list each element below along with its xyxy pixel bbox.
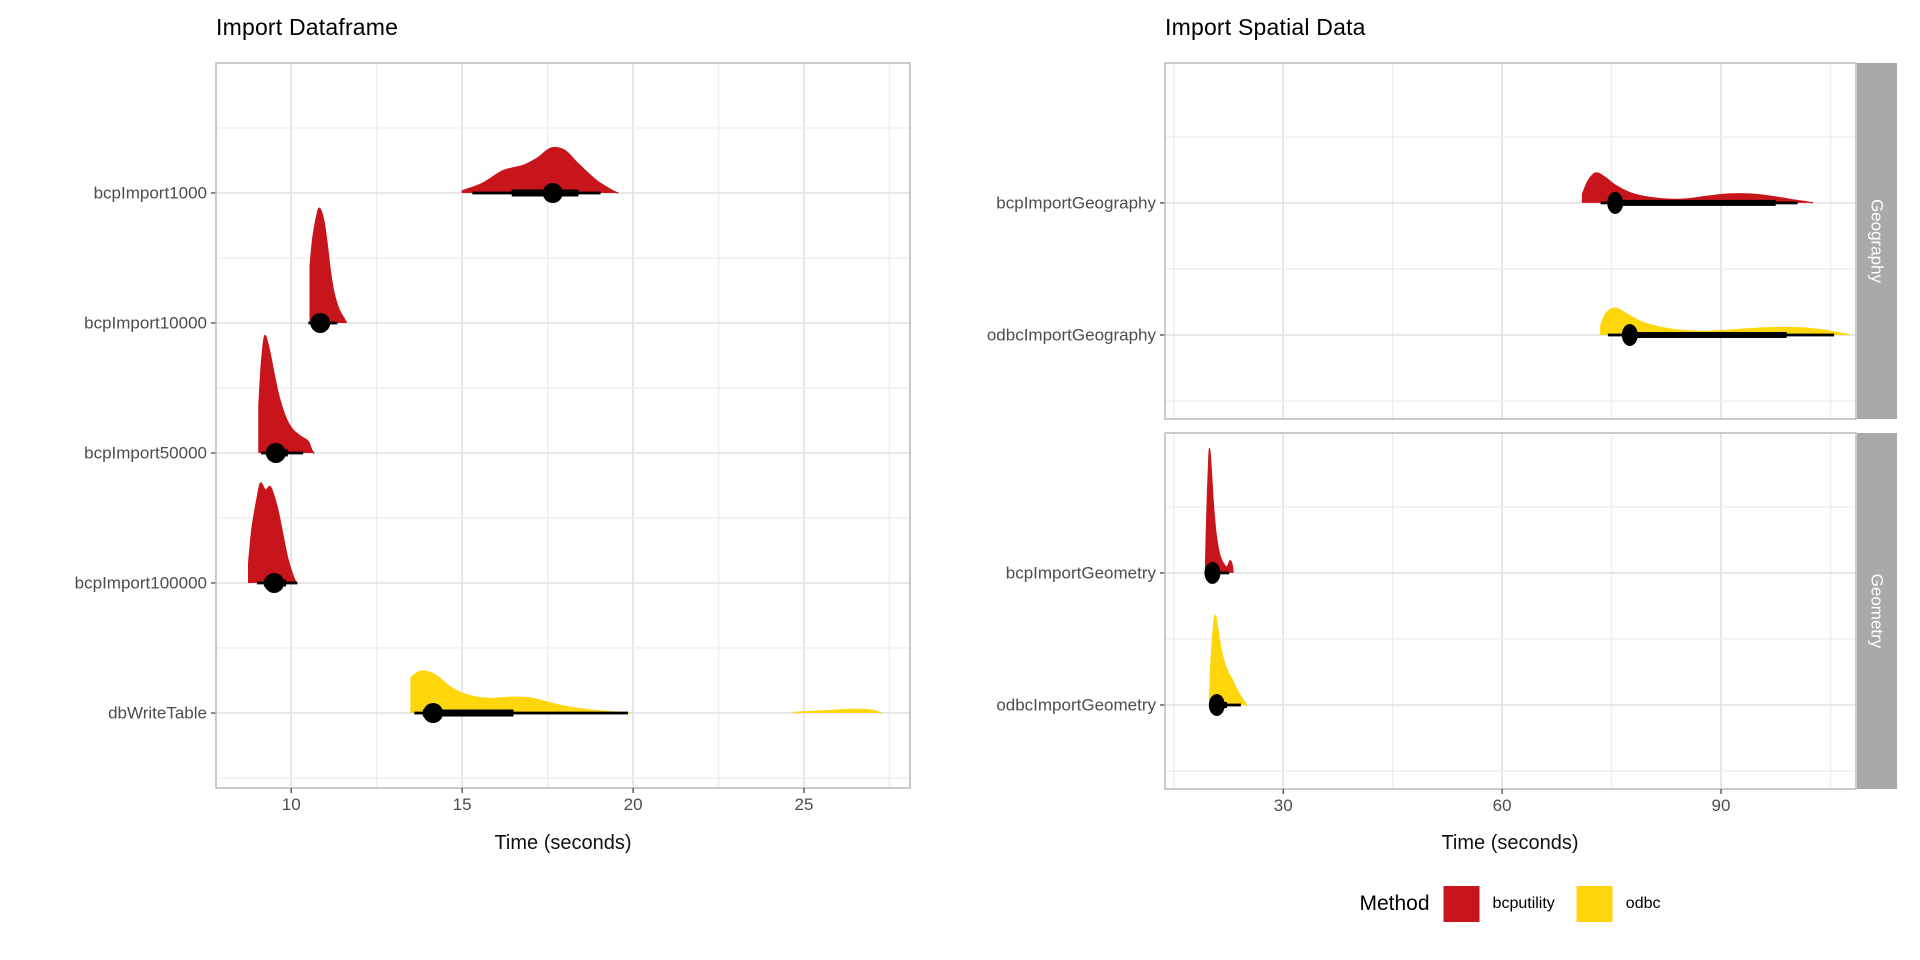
category-label-bcpImport10000: bcpImport10000	[84, 313, 207, 332]
density-dbWriteTable	[410, 670, 631, 714]
facet-strip-geometry	[1857, 433, 1897, 789]
point-estimate-odbcImportGeometry	[1208, 693, 1225, 716]
plot-0-facet-0: bcpImport1000 bcpImport10000 bcpImport5000…	[75, 62, 911, 789]
point-estimate-bcpImportGeometry	[1204, 561, 1221, 584]
density-odbcImportGeometry	[1209, 614, 1248, 707]
x-tick-label-30: 30	[1274, 796, 1293, 815]
panel-border	[1164, 432, 1857, 790]
plot-1-facet-0: bcpImportGeography odbcImportGeography Geo…	[987, 62, 1897, 420]
legend-item-odbc: odbc	[1576, 886, 1661, 922]
density-bcpImport10000	[309, 207, 348, 324]
interval-thick-odbcImportGeography	[1622, 331, 1787, 338]
point-estimate-bcpImport10000	[310, 312, 331, 333]
density-bcpImportGeometry	[1205, 448, 1234, 573]
point-estimate-bcpImportGeography	[1607, 191, 1624, 214]
category-label-bcpImport50000: bcpImport50000	[84, 443, 207, 462]
point-estimate-bcpImport1000	[542, 182, 563, 203]
point-estimate-odbcImportGeography	[1621, 323, 1638, 346]
plot-title-import-dataframe: Import Dataframe	[216, 14, 399, 40]
x-tick-label-25: 25	[795, 795, 814, 814]
legend-item-bcputility: bcputility	[1443, 886, 1555, 922]
category-label-odbcImportGeometry: odbcImportGeometry	[996, 695, 1156, 714]
density-extra-dbWriteTable	[793, 708, 882, 714]
x-tick-label-20: 20	[624, 795, 643, 814]
density-bcpImport50000	[258, 334, 315, 455]
category-label-dbWriteTable: dbWriteTable	[108, 704, 207, 723]
legend: Method bcputility odbc	[1360, 886, 1661, 922]
interval-thick-bcpImportGeography	[1611, 199, 1776, 206]
density-bcpImportGeography	[1581, 172, 1813, 204]
facet-strip-label-geometry: Geometry	[1868, 574, 1887, 649]
interval-thick-dbWriteTable	[422, 709, 514, 717]
x-axis-title-right: Time (seconds)	[1441, 832, 1579, 854]
legend-title: Method	[1359, 892, 1430, 915]
category-label-bcpImportGeography: bcpImportGeography	[996, 193, 1156, 212]
interval-thin-dbWriteTable	[414, 711, 628, 715]
legend-label-odbc: odbc	[1625, 895, 1661, 912]
category-label-odbcImportGeography: odbcImportGeography	[987, 325, 1157, 344]
category-label-bcpImport100000: bcpImport100000	[75, 573, 207, 592]
density-odbcImportGeography	[1600, 307, 1850, 337]
category-label-bcpImportGeometry: bcpImportGeometry	[1006, 563, 1157, 582]
point-estimate-bcpImport100000	[264, 572, 285, 593]
point-estimate-bcpImport50000	[265, 442, 286, 463]
x-axis-title-left: Time (seconds)	[494, 832, 632, 854]
density-bcpImport1000	[461, 146, 619, 194]
category-label-bcpImport1000: bcpImport1000	[94, 183, 207, 202]
x-tick-label-10: 10	[282, 795, 301, 814]
panel-border	[215, 62, 911, 789]
panel-border	[1164, 62, 1857, 420]
plot-1-facet-1: bcpImportGeometry odbcImportGeometry Geome…	[996, 432, 1897, 790]
legend-label-bcputility: bcputility	[1492, 895, 1555, 912]
x-tick-label-90: 90	[1712, 796, 1731, 815]
legend-swatch-odbc	[1576, 886, 1613, 922]
density-bcpImport100000	[247, 482, 297, 584]
point-estimate-dbWriteTable	[423, 703, 444, 724]
plot-title-import-spatial-data: Import Spatial Data	[1165, 14, 1366, 40]
facet-strip-label-geography: Geography	[1868, 199, 1887, 284]
x-tick-label-60: 60	[1493, 796, 1512, 815]
x-tick-label-15: 15	[453, 795, 472, 814]
facet-strip-geography	[1857, 63, 1897, 419]
legend-swatch-bcputility	[1443, 886, 1480, 922]
